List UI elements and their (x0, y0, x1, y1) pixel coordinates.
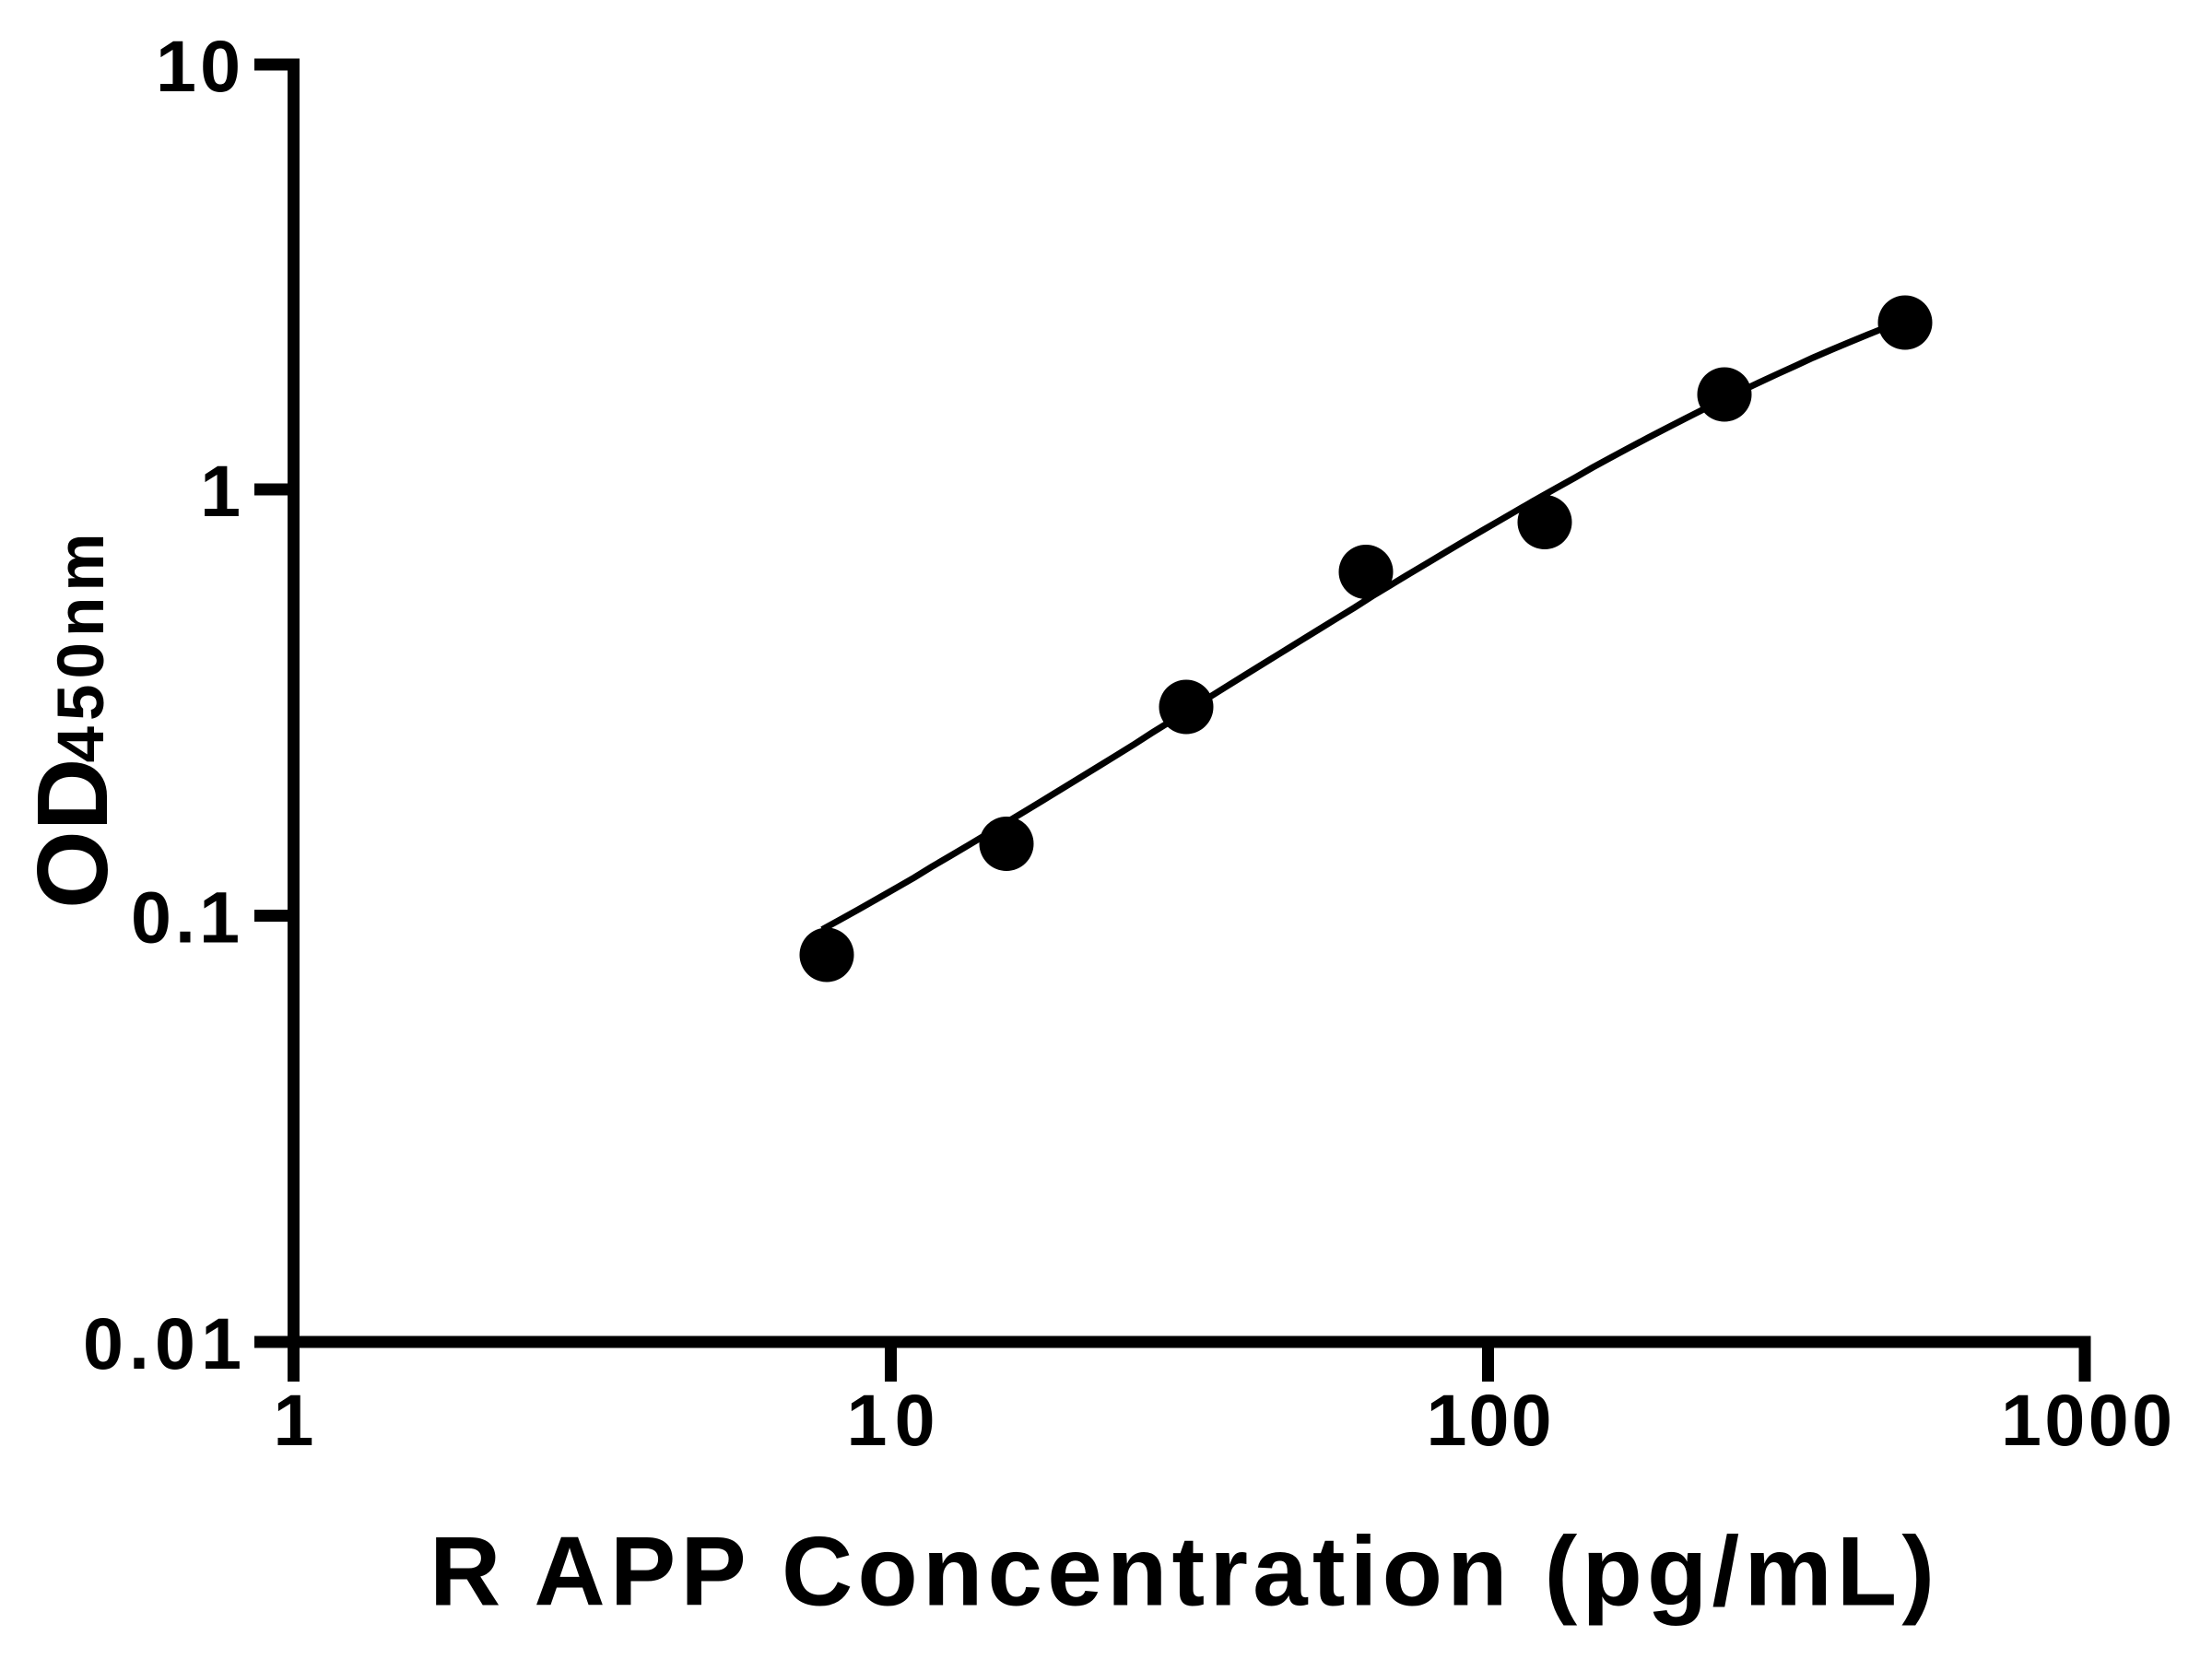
svg-text:100: 100 (1427, 1379, 1552, 1461)
svg-text:0.01: 0.01 (83, 1302, 241, 1384)
svg-text:OD450nm: OD450nm (17, 528, 129, 909)
svg-text:0.1: 0.1 (131, 877, 240, 959)
svg-text:1: 1 (200, 450, 241, 532)
svg-text:1: 1 (274, 1379, 314, 1461)
svg-text:R APP Concentration (pg/mL): R APP Concentration (pg/mL) (429, 1516, 1935, 1627)
